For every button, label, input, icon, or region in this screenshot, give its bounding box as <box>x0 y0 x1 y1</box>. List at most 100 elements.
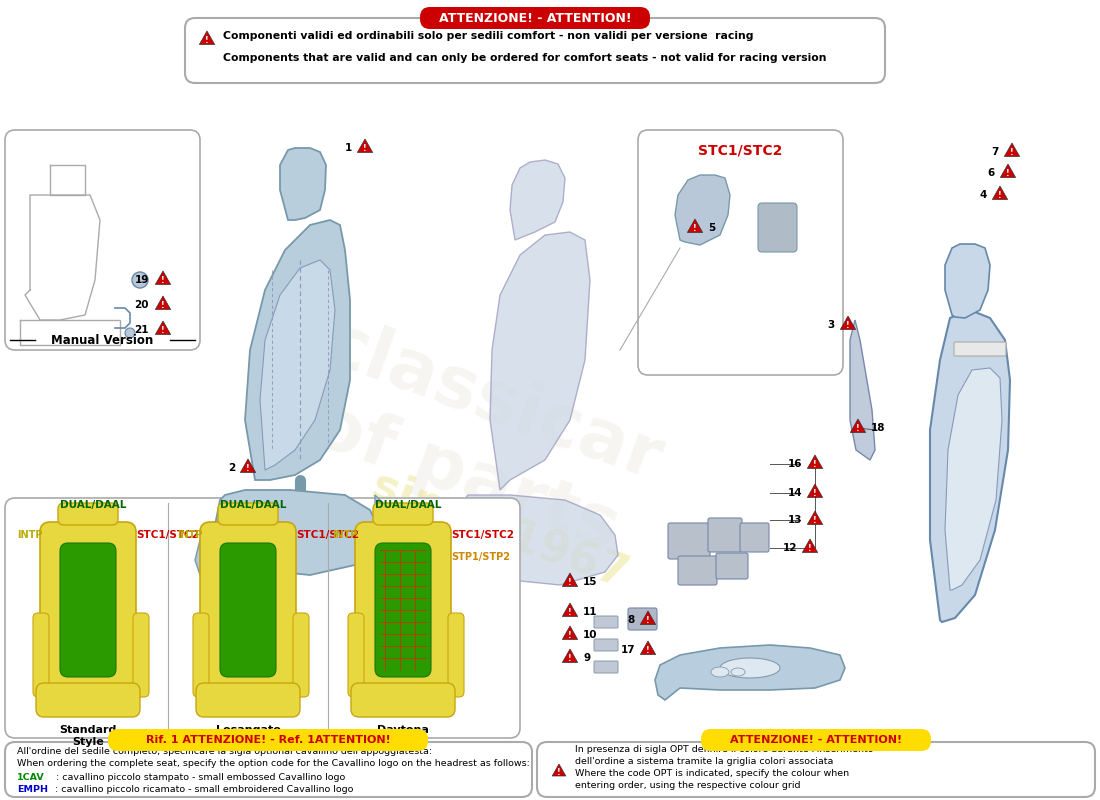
FancyBboxPatch shape <box>420 7 650 29</box>
FancyBboxPatch shape <box>740 523 769 552</box>
Text: : cavallino piccolo stampato - small embossed Cavallino logo: : cavallino piccolo stampato - small emb… <box>53 773 345 782</box>
Text: INTP: INTP <box>177 530 204 540</box>
Text: DUAL/DAAL: DUAL/DAAL <box>375 500 441 510</box>
Text: Where the code OPT is indicated, specify the colour when: Where the code OPT is indicated, specify… <box>575 770 849 778</box>
Text: Components that are valid and can only be ordered for comfort seats - not valid : Components that are valid and can only b… <box>223 53 826 63</box>
Polygon shape <box>562 649 578 662</box>
FancyBboxPatch shape <box>678 556 717 585</box>
Text: !: ! <box>1010 148 1014 157</box>
Ellipse shape <box>720 658 780 678</box>
Text: dell'ordine a sistema tramite la griglia colori associata: dell'ordine a sistema tramite la griglia… <box>575 758 834 766</box>
Polygon shape <box>155 271 170 285</box>
Polygon shape <box>654 645 845 700</box>
Polygon shape <box>375 495 400 570</box>
Text: ATTENZIONE! - ATTENTION!: ATTENZIONE! - ATTENTION! <box>730 735 902 745</box>
Text: INTP: INTP <box>332 530 358 540</box>
Text: 1CAV: 1CAV <box>16 773 45 782</box>
Text: !: ! <box>558 768 561 777</box>
FancyBboxPatch shape <box>36 683 140 717</box>
FancyBboxPatch shape <box>185 18 886 83</box>
Text: !: ! <box>569 654 572 663</box>
Text: STP1/STP2: STP1/STP2 <box>451 552 510 562</box>
Text: 14: 14 <box>788 488 802 498</box>
FancyBboxPatch shape <box>108 729 428 751</box>
FancyBboxPatch shape <box>351 683 455 717</box>
Polygon shape <box>807 455 823 469</box>
Polygon shape <box>214 490 380 575</box>
Text: !: ! <box>569 631 572 640</box>
Text: EMPH: EMPH <box>16 785 48 794</box>
Text: 21: 21 <box>134 325 148 335</box>
FancyBboxPatch shape <box>594 616 618 628</box>
Polygon shape <box>640 611 656 625</box>
Polygon shape <box>510 160 565 240</box>
Text: ATTENZIONE! - ATTENTION!: ATTENZIONE! - ATTENTION! <box>439 11 631 25</box>
Text: !: ! <box>813 516 817 525</box>
Text: 12: 12 <box>782 543 797 553</box>
Polygon shape <box>562 603 578 617</box>
Text: 10: 10 <box>583 630 597 640</box>
FancyBboxPatch shape <box>375 543 431 677</box>
Text: !: ! <box>162 276 165 285</box>
FancyBboxPatch shape <box>638 130 843 375</box>
Polygon shape <box>552 764 565 776</box>
FancyBboxPatch shape <box>348 613 364 697</box>
Text: Componenti validi ed ordinabili solo per sedili comfort - non validi per version: Componenti validi ed ordinabili solo per… <box>223 31 754 41</box>
Text: DUAL/DAAL: DUAL/DAAL <box>220 500 286 510</box>
Text: !: ! <box>363 144 366 153</box>
Text: 2: 2 <box>228 463 235 473</box>
Polygon shape <box>490 232 590 490</box>
Text: Rif. 1 ATTENZIONE! - Ref. 1ATTENTION!: Rif. 1 ATTENZIONE! - Ref. 1ATTENTION! <box>145 735 390 745</box>
FancyBboxPatch shape <box>6 498 520 738</box>
Polygon shape <box>992 186 1008 199</box>
Polygon shape <box>840 316 856 330</box>
FancyBboxPatch shape <box>701 729 931 751</box>
FancyBboxPatch shape <box>293 613 309 697</box>
Text: !: ! <box>693 224 696 233</box>
Text: 19: 19 <box>134 275 148 285</box>
Text: 15: 15 <box>583 577 597 587</box>
Polygon shape <box>245 220 350 480</box>
FancyBboxPatch shape <box>6 130 200 350</box>
Text: STC1/STC2: STC1/STC2 <box>136 530 199 540</box>
FancyBboxPatch shape <box>537 742 1094 797</box>
Polygon shape <box>1000 164 1015 178</box>
Polygon shape <box>945 244 990 318</box>
FancyBboxPatch shape <box>716 553 748 579</box>
Polygon shape <box>358 139 373 153</box>
Text: since 1967: since 1967 <box>366 464 634 596</box>
FancyBboxPatch shape <box>628 608 657 630</box>
Text: classicar
of parts: classicar of parts <box>288 310 672 570</box>
FancyBboxPatch shape <box>133 613 148 697</box>
Ellipse shape <box>711 667 729 677</box>
Text: 16: 16 <box>788 459 802 469</box>
Text: 17: 17 <box>620 645 635 655</box>
Text: !: ! <box>162 301 165 310</box>
Text: entering order, using the respective colour grid: entering order, using the respective col… <box>575 782 801 790</box>
Polygon shape <box>1004 143 1020 157</box>
Text: !: ! <box>808 544 812 553</box>
Text: !: ! <box>646 616 650 625</box>
Polygon shape <box>155 321 170 334</box>
FancyBboxPatch shape <box>954 342 1007 356</box>
FancyBboxPatch shape <box>708 518 742 552</box>
Polygon shape <box>280 148 326 220</box>
Text: !: ! <box>569 608 572 617</box>
Ellipse shape <box>125 328 135 338</box>
Polygon shape <box>688 219 703 233</box>
FancyBboxPatch shape <box>594 661 618 673</box>
Polygon shape <box>945 368 1002 590</box>
Polygon shape <box>240 459 255 473</box>
Text: Manual Version: Manual Version <box>51 334 153 346</box>
Polygon shape <box>562 573 578 586</box>
Text: STC1/STC2: STC1/STC2 <box>451 530 514 540</box>
Text: Losangato
Style: Losangato Style <box>216 725 280 746</box>
Text: 8: 8 <box>628 615 635 625</box>
Text: 7: 7 <box>991 147 999 157</box>
Polygon shape <box>807 511 823 525</box>
Text: DUAL/DAAL: DUAL/DAAL <box>59 500 126 510</box>
Polygon shape <box>850 320 875 460</box>
Text: 20: 20 <box>134 300 148 310</box>
Polygon shape <box>199 31 214 45</box>
Polygon shape <box>675 175 730 245</box>
